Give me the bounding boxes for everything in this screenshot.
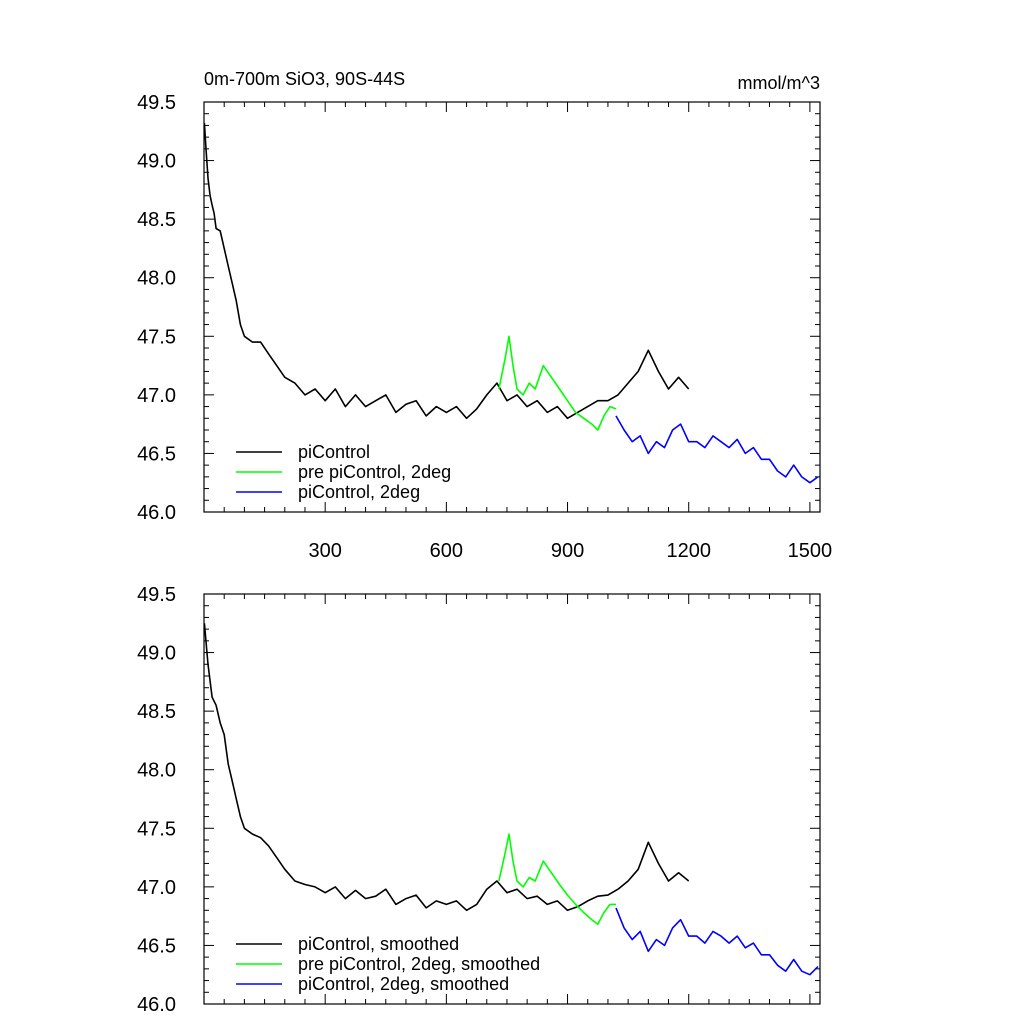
y-tick-label: 48.0 [137,268,176,290]
x-tick-label: 600 [430,540,463,562]
y-tick-label: 46.0 [137,502,176,524]
top-panel: 46.0 46.5 47.0 47.5 48.0 48.5 49.0 49.5 300 600 90… [137,92,832,562]
series-line-2 [615,415,819,484]
y-tick-label: 46.5 [137,935,176,957]
series-line-0 [204,623,690,912]
legend-label: piControl, 2deg [298,482,420,502]
y-tick-label: 49.5 [137,92,176,114]
x-tick-label: 300 [308,540,341,562]
x-tick-label: 1500 [788,540,833,562]
legend-label: pre piControl, 2deg [298,462,451,482]
plot-frame [203,593,821,1005]
y-tick-label: 49.0 [137,151,176,173]
y-tick-label: 47.5 [137,818,176,840]
legend-label: piControl, 2deg, smoothed [298,974,509,994]
y-tick-label: 47.5 [137,326,176,348]
figure-units: mmol/m^3 [738,73,820,93]
y-tick-label: 48.5 [137,209,176,231]
x-tick-label: 1200 [666,540,711,562]
bottom-panel: 46.0 46.5 47.0 47.5 48.0 48.5 49.0 49.5 piContro… [137,584,821,1016]
plot-frame [203,101,821,513]
series-line-0 [204,123,690,420]
series-line-1 [498,335,617,431]
y-tick-label: 48.0 [137,760,176,782]
legend-label: piControl [298,442,370,462]
y-tick-label: 47.0 [137,877,176,899]
legend-label: piControl, smoothed [298,934,459,954]
y-tick-label: 48.5 [137,701,176,723]
y-tick-label: 49.0 [137,643,176,665]
series-line-1 [498,833,616,926]
series-line-2 [615,907,819,976]
y-tick-label: 46.0 [137,994,176,1016]
figure-title: 0m-700m SiO3, 90S-44S [204,69,405,89]
y-tick-label: 47.0 [137,385,176,407]
y-tick-label: 46.5 [137,443,176,465]
legend-label: pre piControl, 2deg, smoothed [298,954,540,974]
y-tick-label: 49.5 [137,584,176,606]
x-tick-label: 900 [551,540,584,562]
